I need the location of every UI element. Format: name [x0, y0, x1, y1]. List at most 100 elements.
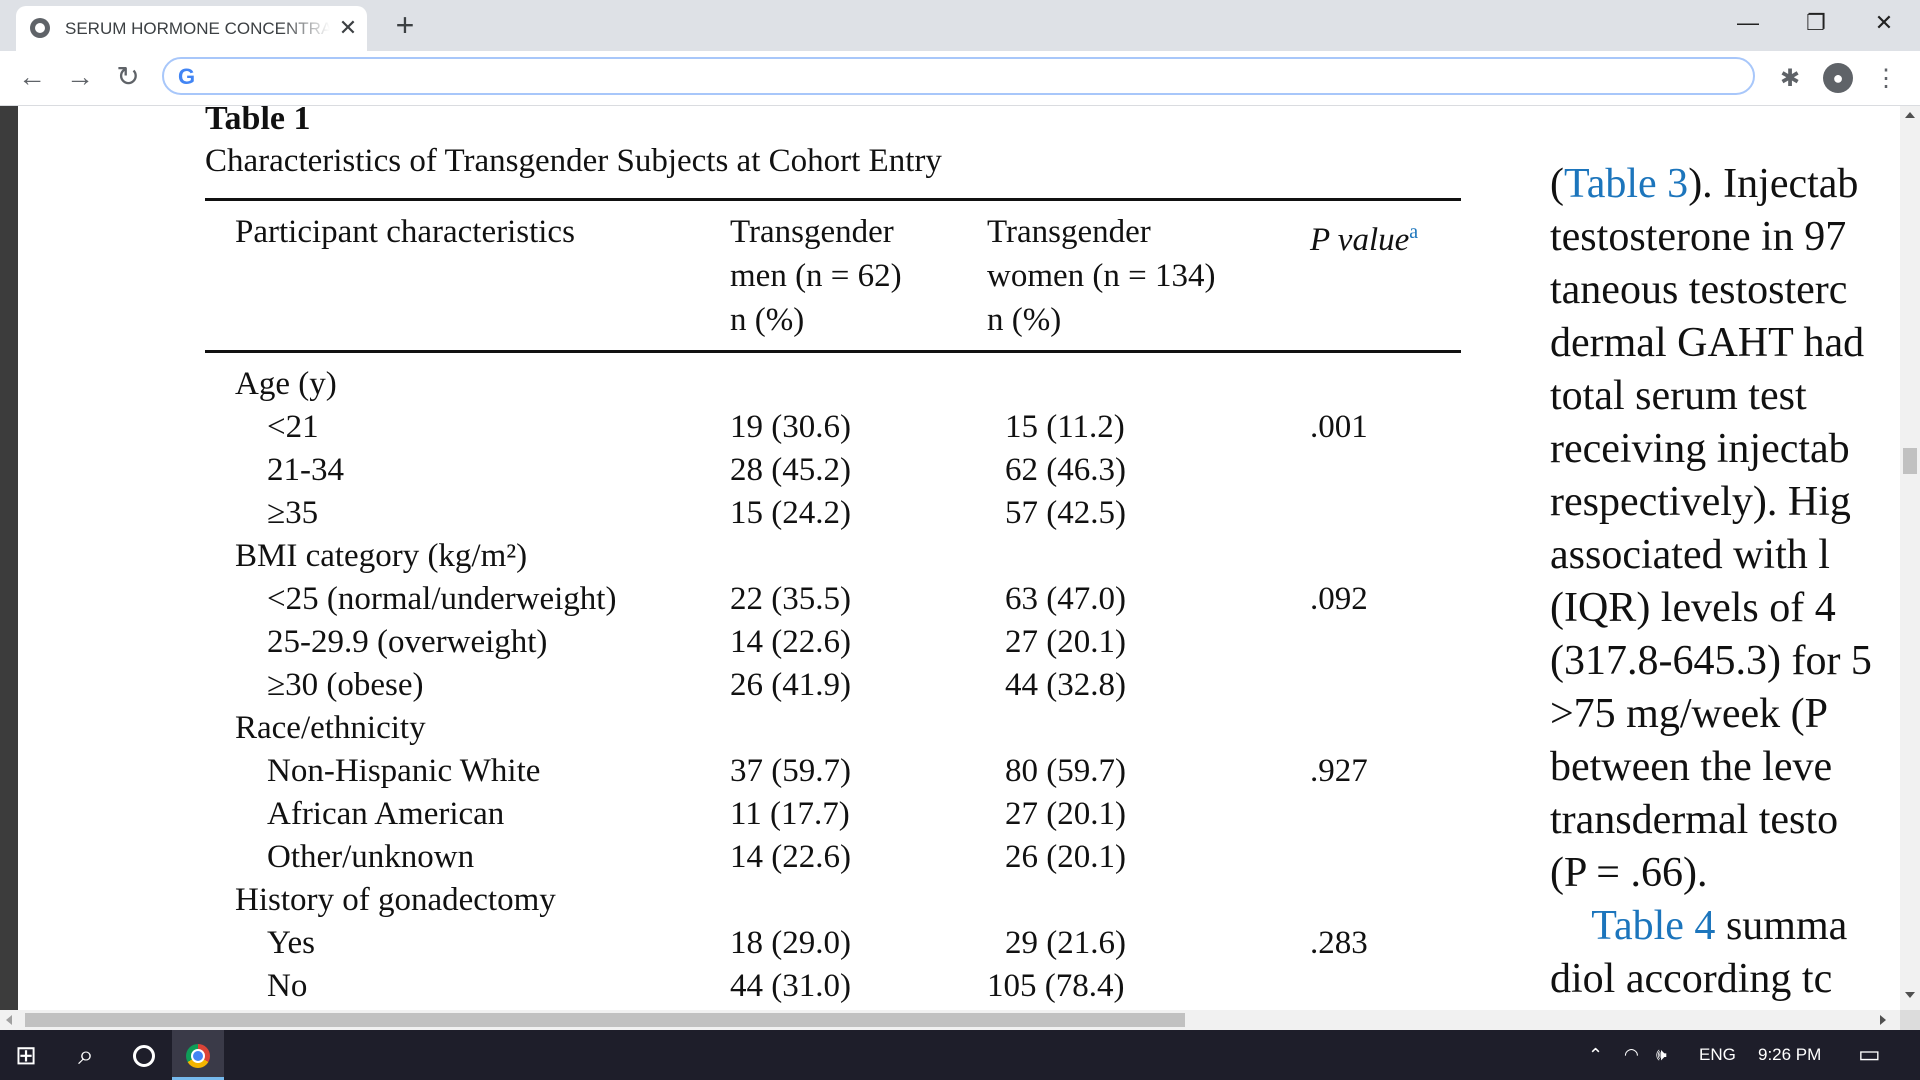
cell-women: 62 (46.3): [1005, 452, 1126, 488]
article-text-line: Table 4 summa: [1550, 900, 1847, 953]
article-text-segment: associated with l: [1550, 532, 1830, 578]
new-tab-button[interactable]: +: [395, 7, 415, 43]
header-pvalue: P valuea: [1310, 210, 1418, 262]
browser-toolbar: ← → ↻ G ✱ ● ⋮: [0, 51, 1920, 106]
cell-men: 11 (17.7): [730, 796, 850, 832]
article-text-segment: (P = .66).: [1550, 850, 1708, 896]
article-text-line: testosterone in 97: [1550, 211, 1846, 264]
row-sublabel: 21-34: [267, 452, 344, 488]
horizontal-scroll-thumb[interactable]: [25, 1013, 1185, 1027]
article-text-segment: diol according tc: [1550, 956, 1833, 1002]
globe-icon: [30, 18, 50, 38]
row-sublabel: <25 (normal/underweight): [267, 581, 617, 617]
article-text-line: between the leve: [1550, 741, 1832, 794]
taskbar: ⊞ ⌕ ⌃ ◠ 🕪 ENG 9:26 PM ▭: [0, 1030, 1920, 1080]
row-sublabel: Non-Hispanic White: [267, 753, 541, 789]
cell-men: 19 (30.6): [730, 409, 851, 445]
article-text-segment: transdermal testo: [1550, 797, 1839, 843]
browser-tab[interactable]: SERUM HORMONE CONCENTRATIONS ✕: [16, 6, 367, 51]
cell-pvalue: .001: [1310, 409, 1368, 445]
header-pvalue-label: P value: [1310, 222, 1410, 258]
row-category-label: BMI category (kg/m²): [235, 538, 528, 574]
cell-men: 14 (22.6): [730, 624, 851, 660]
cell-men: 15 (24.2): [730, 495, 851, 531]
tab-strip: SERUM HORMONE CONCENTRATIONS ✕ + — ❐ ✕: [0, 0, 1920, 51]
restore-button[interactable]: ❐: [1806, 10, 1826, 35]
taskbar-app-obs-icon[interactable]: [118, 1030, 170, 1080]
article-text-line: respectively). Hig: [1550, 476, 1851, 529]
header-men: Transgender men (n = 62) n (%): [730, 214, 902, 338]
article-text-segment: summa: [1715, 903, 1848, 949]
article-text-segment: [1550, 903, 1591, 949]
table-reference-link[interactable]: Table 4: [1591, 903, 1716, 949]
tab-close-button[interactable]: ✕: [338, 15, 358, 40]
extensions-icon[interactable]: ✱: [1779, 65, 1801, 92]
taskbar-chrome-icon[interactable]: [172, 1030, 224, 1080]
row-category-label: Race/ethnicity: [235, 710, 426, 746]
article-text-segment: total serum test: [1550, 373, 1807, 419]
cell-women: 105 (78.4): [987, 968, 1125, 1004]
page-content: Table 1 Characteristics of Transgender S…: [0, 106, 1920, 1010]
cell-women: 27 (20.1): [1005, 796, 1126, 832]
footnote-a-link[interactable]: a: [1409, 221, 1419, 243]
scroll-right-arrow-icon[interactable]: [1880, 1015, 1886, 1025]
header-women: Transgender women (n = 134) n (%): [987, 214, 1216, 338]
article-text-line: diol according tc: [1550, 953, 1832, 1006]
article-text-segment: respectively). Hig: [1550, 479, 1851, 525]
table-top-rule: [205, 198, 1461, 201]
article-text-segment: (IQR) levels of 4: [1550, 585, 1836, 631]
address-bar[interactable]: G: [162, 57, 1755, 95]
row-sublabel: 25-29.9 (overweight): [267, 624, 548, 660]
article-text-segment: testosterone in 97: [1550, 214, 1847, 260]
article-text-segment: receiving injectab: [1550, 426, 1850, 472]
row-sublabel: Other/unknown: [267, 839, 475, 875]
forward-button[interactable]: →: [66, 61, 94, 92]
article-text-segment: (: [1550, 161, 1564, 207]
header-participant: Participant characteristics: [235, 214, 575, 250]
volume-icon[interactable]: 🕪: [1656, 1045, 1667, 1064]
back-button[interactable]: ←: [18, 61, 46, 92]
table-reference-link[interactable]: Table 3: [1564, 161, 1689, 207]
cell-pvalue: .927: [1310, 753, 1368, 789]
article-text-line: >75 mg/week (P: [1550, 688, 1828, 741]
scroll-left-arrow-icon[interactable]: [6, 1015, 12, 1025]
tray-chevron-icon[interactable]: ⌃: [1588, 1045, 1604, 1065]
notification-icon[interactable]: ▭: [1858, 1041, 1881, 1068]
horizontal-scrollbar[interactable]: [0, 1010, 1900, 1030]
cell-pvalue: .283: [1310, 925, 1368, 961]
article-text-line: transdermal testo: [1550, 794, 1838, 847]
reload-button[interactable]: ↻: [116, 61, 140, 92]
vertical-scroll-thumb[interactable]: [1903, 448, 1917, 474]
windows-start-icon[interactable]: ⊞: [15, 1040, 37, 1070]
scroll-down-arrow-icon[interactable]: [1905, 992, 1915, 998]
cell-men: 44 (31.0): [730, 968, 851, 1004]
article-text-line: associated with l: [1550, 529, 1830, 582]
scroll-up-arrow-icon[interactable]: [1905, 112, 1915, 118]
scrollbar-corner: [1900, 1010, 1920, 1030]
language-indicator[interactable]: ENG: [1699, 1045, 1736, 1064]
google-g-icon: G: [178, 64, 196, 89]
row-sublabel: ≥30 (obese): [267, 667, 424, 703]
row-category-label: History of gonadectomy: [235, 882, 556, 918]
article-text-line: (IQR) levels of 4: [1550, 582, 1836, 635]
address-input[interactable]: [210, 64, 1714, 90]
cell-men: 14 (22.6): [730, 839, 851, 875]
cell-men: 28 (45.2): [730, 452, 851, 488]
cell-women: 63 (47.0): [1005, 581, 1126, 617]
cell-women: 57 (42.5): [1005, 495, 1126, 531]
menu-icon[interactable]: ⋮: [1874, 65, 1898, 92]
row-sublabel: Yes: [267, 925, 316, 961]
header-bottom-rule: [205, 350, 1461, 353]
article-text-line: dermal GAHT had: [1550, 317, 1864, 370]
cell-women: 29 (21.6): [1005, 925, 1126, 961]
close-window-button[interactable]: ✕: [1874, 10, 1894, 35]
wifi-icon[interactable]: ◠: [1624, 1045, 1639, 1064]
table-title: Table 1: [205, 106, 311, 137]
article-text-segment: (317.8-645.3) for 5: [1550, 638, 1872, 684]
clock[interactable]: 9:26 PM: [1758, 1045, 1822, 1064]
search-icon[interactable]: ⌕: [78, 1039, 94, 1070]
profile-button[interactable]: ●: [1822, 63, 1854, 95]
vertical-scrollbar[interactable]: [1900, 106, 1920, 1010]
minimize-button[interactable]: —: [1737, 10, 1759, 35]
cell-women: 27 (20.1): [1005, 624, 1126, 660]
